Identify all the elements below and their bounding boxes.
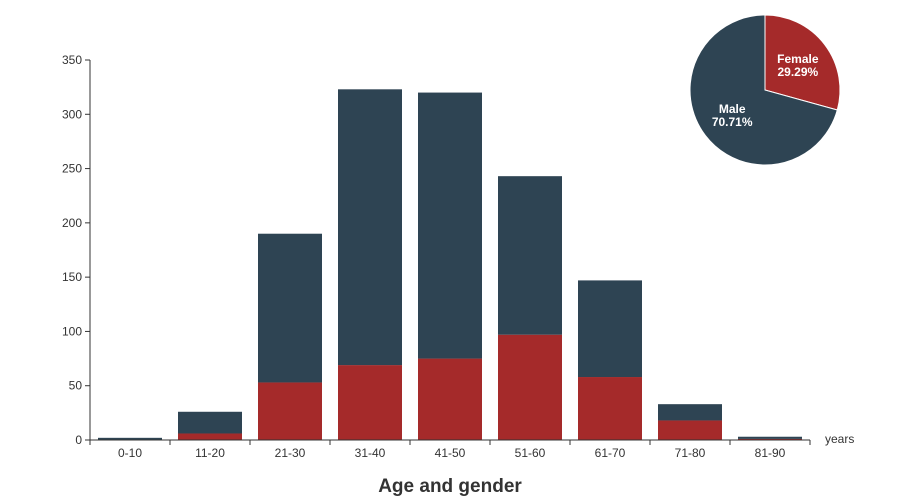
bar-female-61-70 xyxy=(578,377,642,440)
chart-title: Age and gender xyxy=(378,476,522,497)
y-tick-label: 300 xyxy=(62,107,82,121)
x-tick-label: 31-40 xyxy=(355,446,386,460)
bar-female-21-30 xyxy=(258,382,322,440)
bars xyxy=(98,89,802,440)
y-tick-label: 150 xyxy=(62,270,82,284)
x-tick-label: 61-70 xyxy=(595,446,626,460)
bar-male-51-60 xyxy=(498,176,562,335)
x-tick-label: 0-10 xyxy=(118,446,142,460)
bar-male-31-40 xyxy=(338,89,402,366)
y-tick-label: 0 xyxy=(75,433,82,447)
y-tick-label: 200 xyxy=(62,216,82,230)
x-axis-label: years xyxy=(825,432,854,446)
bar-female-71-80 xyxy=(658,420,722,440)
y-axis: 0 50 100 150 200 250 300 350 xyxy=(62,53,91,447)
x-tick-label: 71-80 xyxy=(675,446,706,460)
y-tick-label: 100 xyxy=(62,324,82,338)
pie-slice-male xyxy=(689,14,838,166)
pie-label-percent: 29.29% xyxy=(777,65,818,79)
bar-male-41-50 xyxy=(418,92,482,359)
bar-male-0-10 xyxy=(98,437,162,440)
bar-female-11-20 xyxy=(178,433,242,440)
x-tick-label: 41-50 xyxy=(435,446,466,460)
y-tick-label: 350 xyxy=(62,53,82,67)
bar-male-21-30 xyxy=(258,233,322,383)
bar-male-61-70 xyxy=(578,280,642,378)
x-axis: 0-10 11-20 21-30 31-40 41-50 51-60 61-70 71-80 8… xyxy=(89,439,811,460)
bar-female-51-60 xyxy=(498,334,562,440)
bar-female-81-90 xyxy=(738,438,802,440)
bar-female-31-40 xyxy=(338,365,402,440)
pie-label-name: Female xyxy=(777,52,819,66)
x-tick-label: 11-20 xyxy=(195,446,225,460)
y-tick-label: 250 xyxy=(62,162,82,176)
y-tick-label: 50 xyxy=(69,379,83,393)
x-tick-label: 81-90 xyxy=(755,446,786,460)
bar-female-41-50 xyxy=(418,358,482,440)
bar-male-71-80 xyxy=(658,404,722,421)
x-tick-label: 51-60 xyxy=(515,446,546,460)
pie-label-name: Male xyxy=(719,102,746,116)
pie-slice-female xyxy=(764,14,841,111)
bar-male-81-90 xyxy=(738,436,802,439)
x-tick-label: 21-30 xyxy=(275,446,306,460)
pie-label-percent: 70.71% xyxy=(712,115,753,129)
bar-male-11-20 xyxy=(178,411,242,434)
